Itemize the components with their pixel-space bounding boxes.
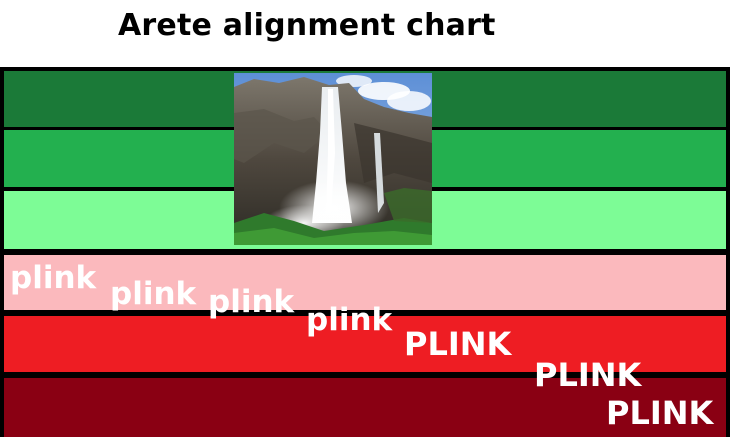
band-row-4 — [4, 255, 726, 310]
plink-label: PLINK — [606, 394, 714, 432]
waterfall-photo — [234, 73, 432, 245]
plink-label: plink — [10, 260, 97, 296]
band-row-6 — [4, 378, 726, 437]
chart-title: Arete alignment chart — [118, 8, 496, 43]
plink-label: plink — [306, 302, 393, 338]
plink-label: PLINK — [404, 325, 512, 363]
plink-label: plink — [110, 276, 197, 312]
plink-label: plink — [208, 284, 295, 320]
band-row-5 — [4, 316, 726, 372]
plink-label: PLINK — [534, 356, 642, 394]
